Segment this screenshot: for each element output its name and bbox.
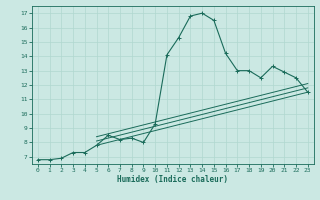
X-axis label: Humidex (Indice chaleur): Humidex (Indice chaleur) [117, 175, 228, 184]
